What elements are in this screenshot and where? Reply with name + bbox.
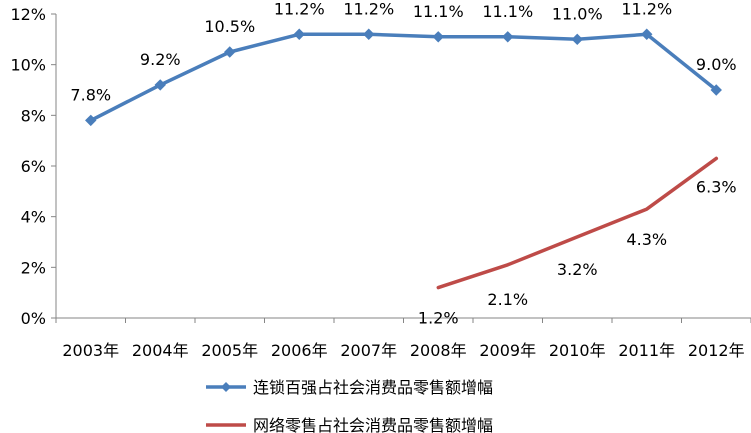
series-line bbox=[89, 32, 719, 123]
data-point bbox=[154, 79, 166, 91]
series-1 bbox=[85, 28, 722, 127]
y-tick-label: 0% bbox=[21, 309, 46, 328]
data-point bbox=[571, 33, 583, 46]
data-label: 3.2% bbox=[557, 260, 598, 279]
y-tick-label: 4% bbox=[21, 208, 46, 227]
x-tick-label: 2006年 bbox=[271, 341, 328, 360]
data-point bbox=[224, 46, 236, 58]
y-tick-label: 10% bbox=[10, 56, 46, 75]
data-label: 11.2% bbox=[621, 0, 672, 18]
data-label: 7.8% bbox=[70, 85, 111, 104]
legend-item-2: 网络零售占社会消费品零售额增幅 bbox=[206, 416, 493, 433]
x-tick-label: 2008年 bbox=[410, 341, 467, 360]
x-tick-label: 2007年 bbox=[340, 341, 397, 360]
axes: 0% 2% 4% 6% 8% 10% 12% 2003年 2004年 2005年 2006年 2007… bbox=[10, 5, 751, 360]
data-label: 10.5% bbox=[204, 17, 255, 36]
data-label: 11.2% bbox=[274, 0, 325, 18]
data-labels: 7.8% 9.2% 10.5% 11.2% 11.2% 11.1% 11.1% 11.0% 11… bbox=[70, 0, 736, 328]
data-point bbox=[363, 28, 375, 40]
data-label: 9.0% bbox=[696, 55, 737, 74]
data-point bbox=[710, 84, 722, 96]
y-tick-label: 8% bbox=[21, 106, 46, 125]
y-tick-label: 12% bbox=[10, 5, 46, 24]
series-2 bbox=[436, 156, 719, 290]
data-point bbox=[85, 114, 97, 127]
series-layer bbox=[85, 28, 722, 290]
data-label: 11.2% bbox=[343, 0, 394, 18]
data-label: 9.2% bbox=[140, 50, 181, 69]
legend-marker bbox=[221, 382, 231, 392]
legend-item-1: 连锁百强占社会消费品零售额增幅 bbox=[206, 378, 493, 397]
y-tick-label: 2% bbox=[21, 258, 46, 277]
legend-label: 连锁百强占社会消费品零售额增幅 bbox=[253, 378, 493, 397]
data-label: 11.0% bbox=[552, 4, 603, 23]
x-tick-label: 2004年 bbox=[132, 341, 189, 360]
data-label: 11.1% bbox=[482, 2, 533, 21]
data-point bbox=[641, 28, 653, 40]
data-point bbox=[432, 31, 444, 43]
data-label: 4.3% bbox=[626, 230, 667, 249]
x-tick-label: 2011年 bbox=[618, 341, 675, 360]
data-label: 2.1% bbox=[487, 290, 528, 309]
y-tick-label: 6% bbox=[21, 157, 46, 176]
data-label: 1.2% bbox=[418, 309, 459, 328]
x-tick-label: 2003年 bbox=[62, 341, 119, 360]
data-point bbox=[293, 28, 305, 40]
series-line bbox=[436, 156, 719, 290]
x-tick-label: 2005年 bbox=[201, 341, 258, 360]
legend-label: 网络零售占社会消费品零售额增幅 bbox=[253, 416, 493, 433]
data-label: 11.1% bbox=[413, 2, 464, 21]
x-tick-label: 2009年 bbox=[479, 341, 536, 360]
data-point bbox=[502, 31, 514, 43]
x-tick-label: 2012年 bbox=[688, 341, 745, 360]
x-tick-label: 2010年 bbox=[549, 341, 606, 360]
data-label: 6.3% bbox=[696, 177, 737, 196]
